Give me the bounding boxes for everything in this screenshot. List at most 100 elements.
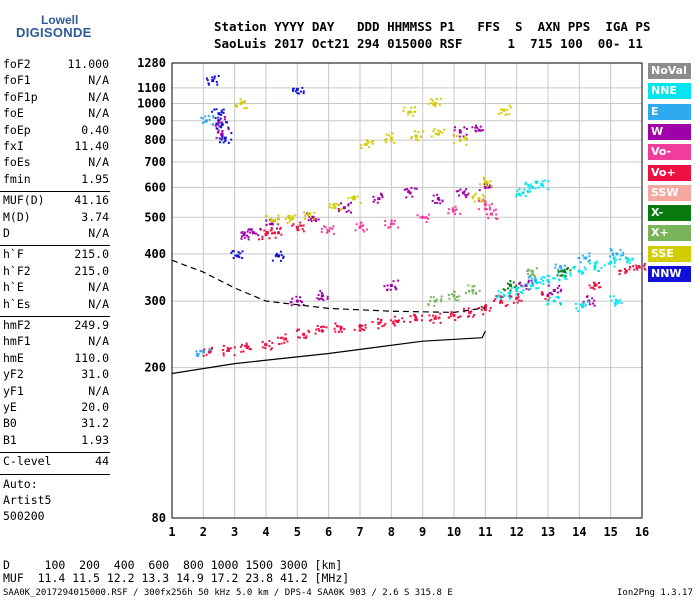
data-point-x- (435, 298, 438, 301)
data-point-x- (452, 294, 456, 298)
data-point-vo- (228, 347, 231, 350)
data-point-vo- (501, 301, 504, 304)
data-point-vo- (242, 350, 245, 353)
data-point-nne (551, 277, 554, 280)
data-point-sse (402, 109, 405, 112)
parameter-panel: foF2 11.000 foF1 N/A foF1p N/A foE N/A foEp 0.40 f… (0, 0, 115, 600)
data-point-nnw (220, 122, 224, 126)
param-row-d7: B1 1.93 (3, 433, 109, 449)
data-point-nne (515, 287, 518, 290)
data-point-vo- (297, 328, 300, 331)
data-point-vo- (383, 324, 386, 327)
data-point-w (413, 187, 416, 190)
data-point-vo- (286, 340, 289, 343)
data-point-w (265, 223, 268, 226)
data-point-vo- (495, 295, 498, 298)
data-point-sse (303, 211, 306, 214)
data-point-sse (508, 104, 511, 107)
data-point-sse (288, 220, 291, 223)
data-point-vo- (323, 225, 326, 228)
data-point-w (347, 209, 350, 212)
data-point-nne (540, 183, 544, 187)
data-point-nne (500, 291, 503, 294)
data-point-sse (387, 134, 390, 137)
data-point-nnw (301, 86, 304, 89)
data-point-vo- (360, 221, 363, 224)
data-point-w (215, 136, 218, 139)
data-point-e (534, 276, 537, 279)
data-point-vo- (388, 226, 391, 229)
data-point-nne (548, 281, 551, 284)
data-point-vo- (413, 313, 416, 316)
data-point-sse (365, 139, 368, 142)
data-point-w (217, 116, 220, 119)
data-point-vo- (326, 228, 329, 231)
data-point-x- (478, 289, 481, 292)
data-point-vo- (637, 265, 641, 269)
data-point-vo- (268, 237, 271, 240)
legend-item-x-: X- (648, 205, 691, 222)
data-point-sse (508, 113, 511, 116)
data-point-vo- (339, 326, 343, 330)
data-point-sse (486, 181, 489, 184)
data-point-nne (609, 262, 612, 265)
data-point-w (250, 229, 253, 232)
data-point-sse (308, 212, 312, 216)
data-point-sse (437, 129, 440, 132)
data-point-vo- (211, 347, 214, 350)
data-point-x- (560, 270, 563, 273)
data-point-nne (603, 264, 606, 267)
data-point-nne (609, 260, 613, 264)
data-point-sse (368, 146, 371, 149)
data-point-w (481, 129, 484, 132)
data-point-nne (521, 191, 525, 195)
data-point-sse (435, 98, 438, 101)
data-point-vo- (376, 318, 379, 321)
data-point-vo- (245, 342, 248, 345)
data-point-nne (553, 277, 556, 280)
data-point-nne (548, 296, 551, 299)
data-point-x- (564, 275, 567, 278)
data-point-vo- (389, 222, 393, 226)
data-point-vo- (508, 294, 511, 297)
data-point-sse (490, 184, 493, 187)
data-point-sse (414, 110, 417, 113)
data-point-x- (432, 296, 435, 299)
data-point-w (471, 126, 474, 129)
data-point-e (588, 259, 591, 262)
data-point-nne (535, 182, 538, 185)
data-point-w (321, 297, 324, 300)
data-point-w (389, 283, 393, 287)
data-point-sse (440, 97, 443, 100)
data-point-sse (434, 132, 437, 135)
param-value: 1.93 (81, 432, 109, 447)
data-point-sse (436, 133, 439, 136)
data-point-w (295, 299, 299, 303)
data-point-nnw (207, 82, 210, 85)
data-point-w (461, 191, 465, 195)
legend-item-w: W (648, 123, 691, 140)
data-point-vo- (354, 229, 357, 232)
data-point-nnw (241, 250, 244, 253)
data-point-w (299, 300, 302, 303)
data-point-w (217, 122, 220, 125)
data-point-vo- (454, 205, 457, 208)
data-point-w (337, 208, 340, 211)
data-point-sse (243, 107, 246, 110)
data-point-vo- (245, 346, 249, 350)
data-point-w (407, 189, 410, 192)
data-point-vo- (332, 225, 335, 228)
data-point-vo- (226, 349, 230, 353)
data-point-vo- (343, 328, 346, 331)
data-point-w (483, 185, 487, 189)
data-point-w (463, 126, 466, 129)
data-point-w (488, 185, 491, 188)
data-point-nnw (299, 90, 302, 93)
data-point-nne (610, 299, 613, 302)
data-point-sse (309, 216, 312, 219)
data-point-nne (613, 260, 616, 263)
data-point-vo- (300, 224, 303, 227)
data-point-nne (613, 261, 616, 264)
data-point-x- (531, 271, 534, 274)
